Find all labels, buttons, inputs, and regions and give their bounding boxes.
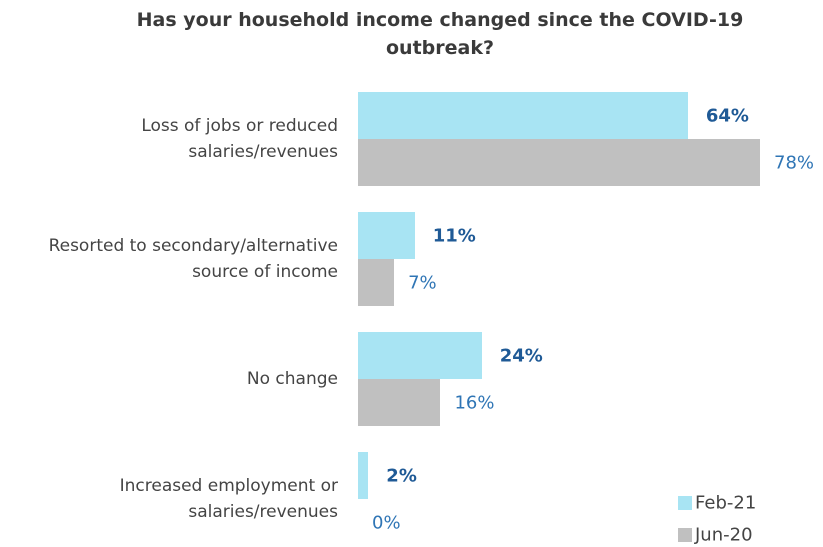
value-label: 0% [372, 512, 401, 533]
value-label: 24% [499, 345, 543, 366]
legend-label: Jun-20 [695, 524, 753, 546]
value-label: 7% [408, 272, 437, 293]
legend-label: Feb-21 [695, 492, 757, 514]
value-label: 2% [386, 465, 417, 486]
bar [358, 259, 395, 306]
bar [358, 92, 688, 139]
legend-swatch [678, 528, 692, 542]
category-label: No change [246, 369, 338, 389]
value-label: 64% [705, 105, 749, 126]
value-label: 11% [432, 225, 476, 246]
category-label: Increased employment or salaries/revenue… [119, 476, 338, 522]
bar [358, 452, 369, 499]
value-label: 16% [454, 392, 495, 413]
chart-title: Has your household income changed since … [136, 9, 744, 59]
value-label: 78% [774, 152, 815, 173]
bar [358, 379, 441, 426]
category-label: Loss of jobs or reduced salaries/revenue… [141, 116, 338, 162]
category-label: Resorted to secondary/alternative source… [48, 236, 338, 282]
bar [358, 139, 760, 186]
legend-swatch [678, 496, 692, 510]
bar [358, 332, 482, 379]
bar [358, 212, 415, 259]
